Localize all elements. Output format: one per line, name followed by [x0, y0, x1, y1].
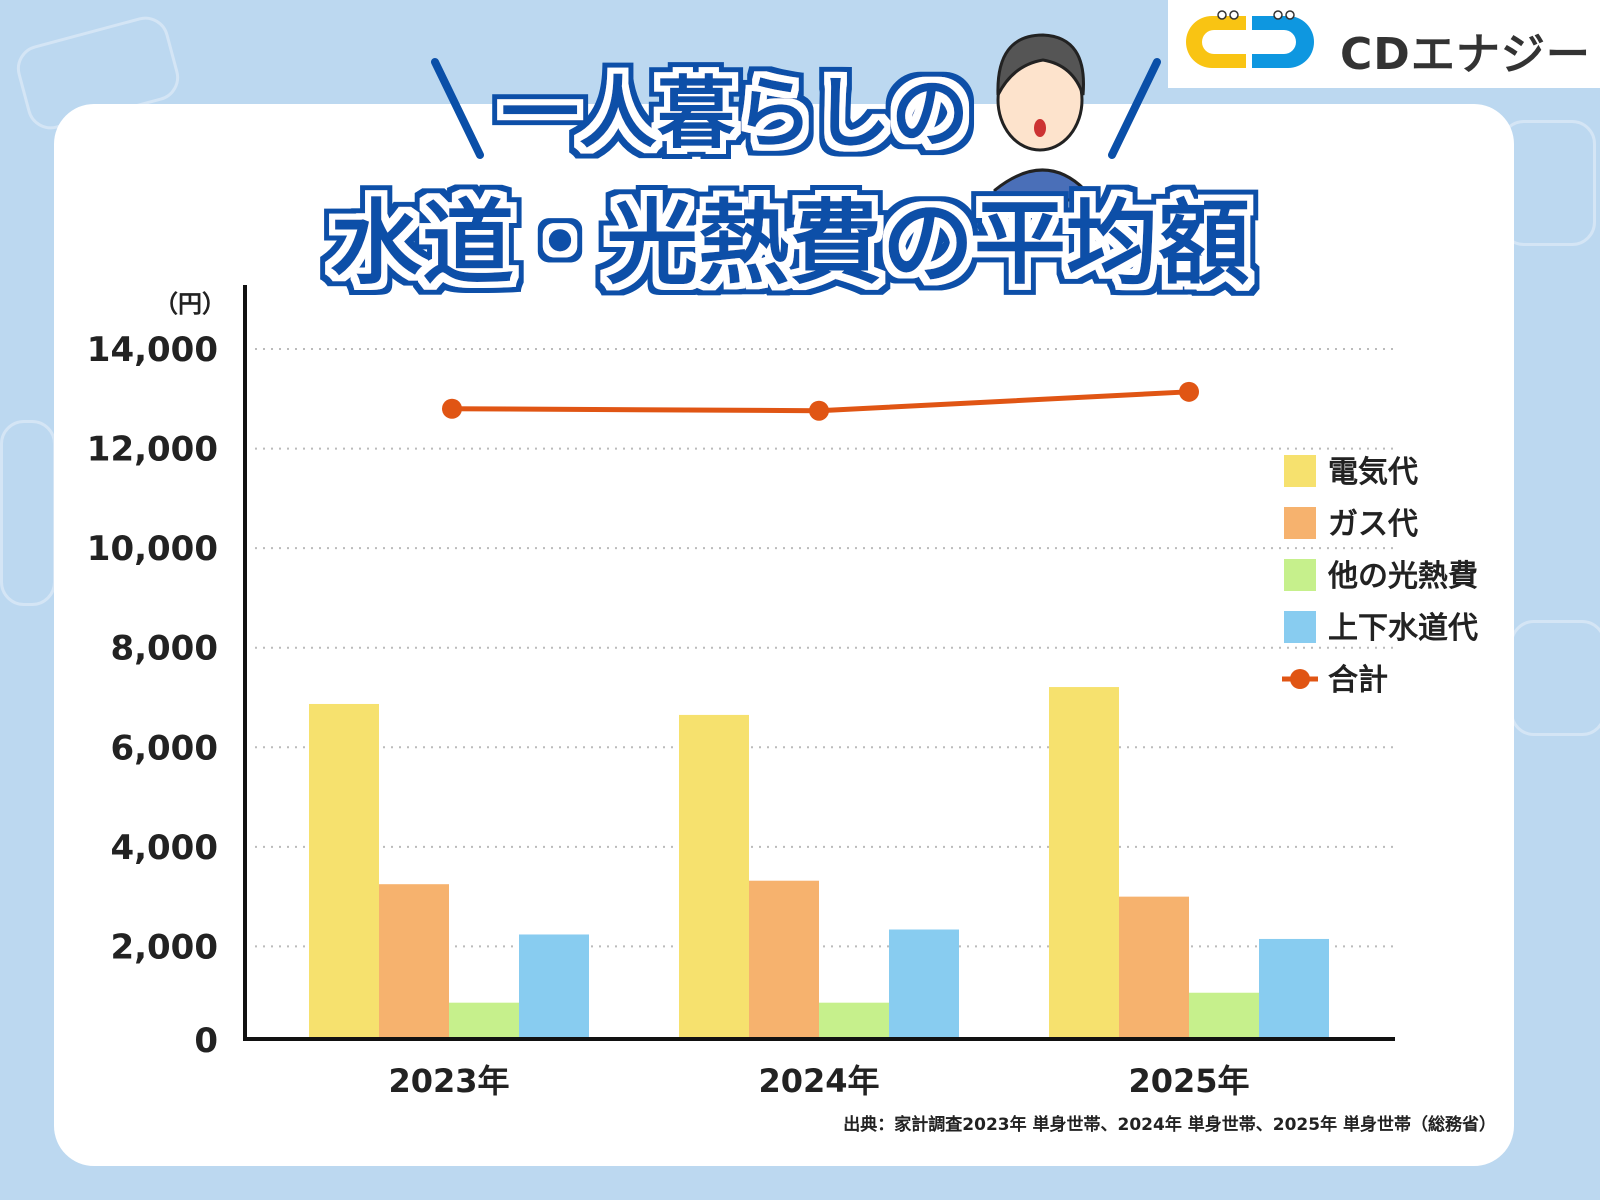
x-tick-label: 2024年	[758, 1062, 879, 1100]
y-tick-label: 6,000	[110, 728, 218, 768]
y-axis-unit: （円）	[154, 290, 226, 318]
x-tick-label: 2023年	[388, 1062, 509, 1100]
bar-電気代-2025年	[1049, 687, 1119, 1038]
thinking-person-icon	[993, 33, 1087, 202]
y-tick-label: 4,000	[110, 828, 218, 868]
source-note: 出典：家計調査2023年 単身世帯、2024年 単身世帯、2025年 単身世帯（…	[843, 1115, 1496, 1135]
legend-point-swatch	[1290, 669, 1310, 689]
logo-mark-icon	[1186, 10, 1314, 68]
logo-text: CDエナジー	[1340, 29, 1591, 80]
y-tick-label: 14,000	[87, 330, 218, 370]
bar-ガス代-2025年	[1119, 896, 1189, 1038]
y-tick-label: 2,000	[110, 927, 218, 967]
total-point	[809, 400, 829, 421]
bar-ガス代-2024年	[749, 880, 819, 1038]
bar-他の光熱費-2024年	[819, 1002, 889, 1038]
title-slash-right	[1108, 58, 1161, 159]
title: 一人暮らしの 水道・光熱費の平均額	[330, 33, 1250, 297]
title-line2: 水道・光熱費の平均額	[330, 190, 1250, 297]
x-tick-label: 2025年	[1128, 1062, 1249, 1100]
bar-電気代-2023年	[309, 703, 379, 1038]
y-tick-label: 0	[194, 1021, 218, 1061]
legend-swatch	[1284, 507, 1316, 539]
legend-label: 電気代	[1328, 455, 1418, 490]
logo: CDエナジー	[1168, 0, 1600, 88]
y-tick-label: 8,000	[110, 629, 218, 669]
bar-上下水道代-2025年	[1259, 938, 1329, 1038]
bar-上下水道代-2024年	[889, 929, 959, 1038]
bar-電気代-2024年	[679, 714, 749, 1038]
legend-swatch	[1284, 455, 1316, 487]
legend-label: 他の光熱費	[1327, 559, 1478, 594]
legend-swatch	[1284, 559, 1316, 591]
title-line1: 一人暮らしの	[501, 69, 969, 159]
legend-label: 上下水道代	[1328, 611, 1478, 646]
legend-swatch	[1284, 611, 1316, 643]
y-tick-label: 12,000	[87, 430, 218, 470]
bar-他の光熱費-2025年	[1189, 992, 1259, 1038]
legend-label: 合計	[1328, 663, 1388, 698]
bar-上下水道代-2023年	[519, 934, 589, 1038]
bar-他の光熱費-2023年	[449, 1002, 519, 1038]
total-point	[442, 398, 462, 419]
total-point	[1179, 381, 1199, 402]
y-tick-label: 10,000	[87, 529, 218, 569]
legend-label: ガス代	[1328, 507, 1418, 542]
bar-ガス代-2023年	[379, 884, 449, 1038]
title-slash-left	[431, 58, 484, 159]
